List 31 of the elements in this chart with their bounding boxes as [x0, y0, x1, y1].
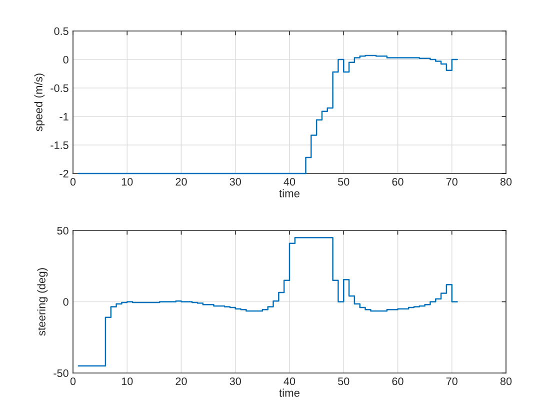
y-tick-label: -2 [60, 170, 68, 178]
y-tick-label: 50 [57, 226, 68, 235]
x-tick-label: 70 [446, 178, 458, 186]
x-axis-title: time [279, 189, 300, 198]
y-tick-label: -1 [60, 112, 68, 120]
x-tick-label: 50 [338, 377, 350, 386]
y-tick-label: -50 [54, 369, 68, 378]
x-tick-label: 80 [500, 178, 512, 186]
x-tick-label: 80 [500, 377, 512, 386]
x-tick-label: 10 [122, 178, 133, 186]
y-axis-title: speed (m/s) [34, 74, 45, 132]
y-tick-label: -0.5 [50, 84, 68, 92]
y-axis-title: steering (deg) [37, 268, 48, 336]
x-tick-label: 10 [122, 377, 133, 386]
y-tick-label: 0 [63, 298, 68, 306]
x-tick-label: 60 [392, 377, 404, 386]
x-tick-label: 30 [230, 178, 241, 186]
x-tick-label: 40 [284, 377, 296, 386]
x-tick-label: 50 [338, 178, 350, 186]
y-tick-label: 0 [63, 56, 68, 64]
x-tick-label: 40 [284, 178, 296, 186]
x-axis-title: time [279, 388, 300, 397]
x-tick-label: 0 [70, 178, 76, 186]
x-tick-label: 0 [70, 377, 76, 386]
x-tick-label: 30 [230, 377, 241, 386]
x-tick-label: 20 [176, 377, 187, 386]
y-tick-label: 0.5 [54, 27, 68, 36]
x-tick-label: 60 [392, 178, 404, 186]
x-tick-label: 20 [176, 178, 187, 186]
x-tick-label: 70 [446, 377, 458, 386]
y-tick-label: -1.5 [50, 141, 68, 150]
